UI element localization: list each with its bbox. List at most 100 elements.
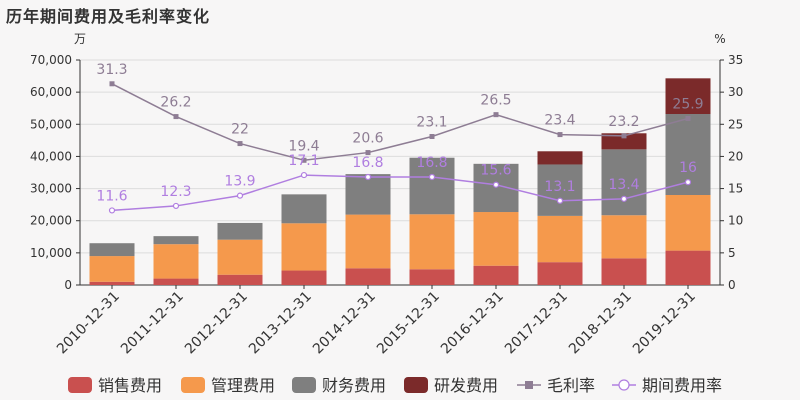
legend-label-sales: 销售费用 bbox=[98, 376, 162, 395]
data-label-gross: 25.9 bbox=[672, 97, 703, 113]
legend-marker-gross bbox=[525, 381, 533, 389]
bar-finance bbox=[281, 194, 327, 224]
y-right-tick-label: 30 bbox=[728, 85, 743, 99]
bar-admin bbox=[409, 214, 455, 270]
data-label-period: 13.1 bbox=[544, 179, 575, 195]
marker-gross bbox=[429, 134, 435, 139]
data-label-period: 13.9 bbox=[224, 174, 255, 190]
x-tick-label: 2011-12-31 bbox=[118, 289, 187, 358]
y-right-tick-label: 0 bbox=[728, 278, 736, 292]
bar-sales bbox=[281, 270, 327, 285]
line-gross bbox=[111, 83, 689, 162]
data-label-period: 11.6 bbox=[96, 188, 127, 204]
bar-finance bbox=[89, 243, 135, 257]
y-right-unit-label: % bbox=[714, 32, 725, 46]
bar-admin bbox=[345, 214, 391, 269]
y-right-tick-label: 15 bbox=[728, 182, 743, 196]
y-left-tick-label: 0 bbox=[64, 278, 72, 292]
data-label-period: 12.3 bbox=[160, 184, 191, 200]
marker-gross bbox=[685, 116, 691, 121]
legend-label-admin: 管理费用 bbox=[211, 376, 275, 395]
marker-period bbox=[172, 202, 180, 210]
y-left-tick-label: 40,000 bbox=[30, 149, 72, 163]
data-label-period: 15.6 bbox=[480, 163, 511, 179]
data-label-gross: 23.4 bbox=[544, 113, 575, 129]
marker-period bbox=[620, 195, 628, 202]
data-label-period: 16 bbox=[679, 160, 697, 176]
x-tick-label: 2018-12-31 bbox=[566, 289, 635, 358]
x-tick-label: 2012-12-31 bbox=[182, 289, 251, 358]
marker-gross bbox=[301, 157, 307, 163]
bar-sales bbox=[89, 281, 135, 285]
y-right-tick-label: 20 bbox=[728, 149, 743, 163]
x-tick-label: 2015-12-31 bbox=[374, 289, 443, 358]
y-right-tick-label: 35 bbox=[728, 53, 743, 67]
data-label-period: 16.8 bbox=[352, 155, 383, 171]
data-label-period: 16.8 bbox=[416, 155, 447, 171]
x-tick-label: 2016-12-31 bbox=[438, 289, 507, 358]
marker-gross bbox=[365, 150, 371, 156]
bar-finance bbox=[409, 157, 455, 215]
marker-gross bbox=[557, 132, 563, 138]
data-label-gross: 19.4 bbox=[288, 138, 319, 154]
marker-gross bbox=[237, 141, 243, 147]
marker-period bbox=[556, 197, 564, 204]
y-left-tick-label: 60,000 bbox=[30, 85, 72, 99]
bar-admin bbox=[537, 215, 583, 263]
bar-sales bbox=[345, 268, 391, 285]
marker-period bbox=[492, 181, 500, 188]
bar-admin bbox=[601, 215, 647, 259]
marker-period bbox=[364, 173, 372, 181]
marker-gross bbox=[173, 114, 179, 120]
data-label-period: 13.4 bbox=[608, 177, 639, 193]
y-left-tick-label: 10,000 bbox=[30, 246, 72, 260]
bar-admin bbox=[89, 256, 135, 282]
bar-finance bbox=[153, 236, 199, 245]
data-label-gross: 22 bbox=[231, 122, 249, 138]
data-label-gross: 23.1 bbox=[416, 115, 447, 131]
legend-swatch-finance bbox=[292, 377, 316, 393]
legend-swatch-sales bbox=[68, 377, 92, 393]
legend-label-period: 期间费用率 bbox=[642, 376, 722, 395]
marker-period bbox=[428, 173, 436, 181]
y-right-tick-label: 10 bbox=[728, 214, 743, 228]
data-label-gross: 26.2 bbox=[160, 95, 191, 111]
marker-gross bbox=[621, 133, 627, 139]
y-right-tick-label: 5 bbox=[728, 246, 736, 260]
bar-finance bbox=[537, 164, 583, 216]
marker-period bbox=[684, 179, 692, 186]
x-tick-label: 2019-12-31 bbox=[630, 289, 699, 358]
legend-marker-period bbox=[618, 379, 630, 391]
bar-sales bbox=[217, 274, 263, 285]
bar-sales bbox=[153, 278, 199, 285]
bar-rd bbox=[665, 78, 711, 114]
y-left-tick-label: 30,000 bbox=[30, 182, 72, 196]
bar-sales bbox=[601, 258, 647, 285]
data-label-gross: 26.5 bbox=[480, 93, 511, 109]
y-left-tick-label: 70,000 bbox=[30, 53, 72, 67]
x-tick-label: 2014-12-31 bbox=[310, 289, 379, 358]
chart-title: 历年期间费用及毛利率变化 bbox=[6, 7, 211, 26]
bar-admin bbox=[665, 195, 711, 251]
bar-finance bbox=[345, 174, 391, 215]
legend-label-gross: 毛利率 bbox=[547, 376, 595, 395]
bar-sales bbox=[409, 269, 455, 285]
bar-admin bbox=[153, 244, 199, 279]
bar-admin bbox=[217, 239, 263, 275]
y-left-unit-label: 万 bbox=[74, 32, 86, 46]
x-tick-label: 2013-12-31 bbox=[246, 289, 315, 358]
bar-sales bbox=[665, 250, 711, 285]
bar-rd bbox=[601, 133, 647, 150]
bar-sales bbox=[473, 265, 519, 285]
x-tick-label: 2017-12-31 bbox=[502, 289, 571, 358]
y-left-tick-label: 50,000 bbox=[30, 117, 72, 131]
bar-rd bbox=[537, 151, 583, 165]
marker-period bbox=[108, 207, 116, 214]
y-right-tick-label: 25 bbox=[728, 117, 743, 131]
legend-label-finance: 财务费用 bbox=[322, 376, 386, 395]
bar-admin bbox=[473, 212, 519, 266]
bar-finance bbox=[601, 149, 647, 216]
y-left-tick-label: 20,000 bbox=[30, 214, 72, 228]
bar-admin bbox=[281, 223, 327, 271]
